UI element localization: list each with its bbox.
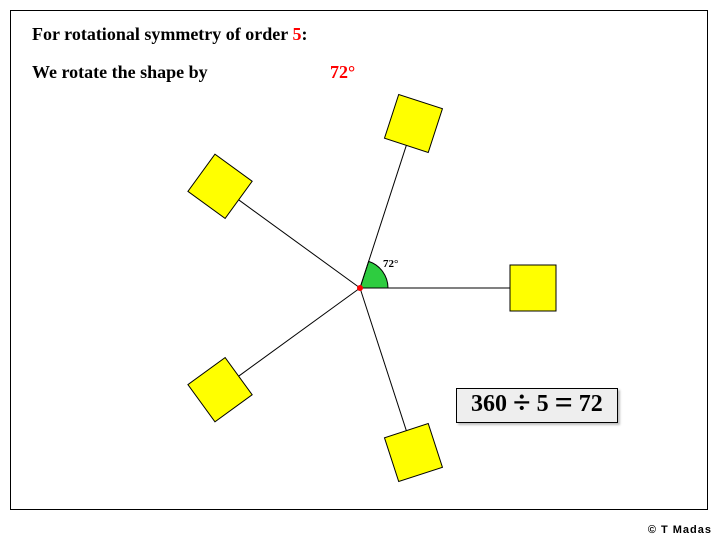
- angle-value-small: 72°: [383, 258, 398, 270]
- equation-result: 72: [579, 391, 603, 417]
- rotational-symmetry-diagram: [0, 0, 720, 540]
- equation-operand-a: 360: [471, 391, 507, 417]
- equation-operand-b: 5: [537, 391, 549, 417]
- copyright-label: © T Madas: [648, 524, 712, 536]
- equation-box: 360 ÷ 5 = 72: [456, 388, 618, 423]
